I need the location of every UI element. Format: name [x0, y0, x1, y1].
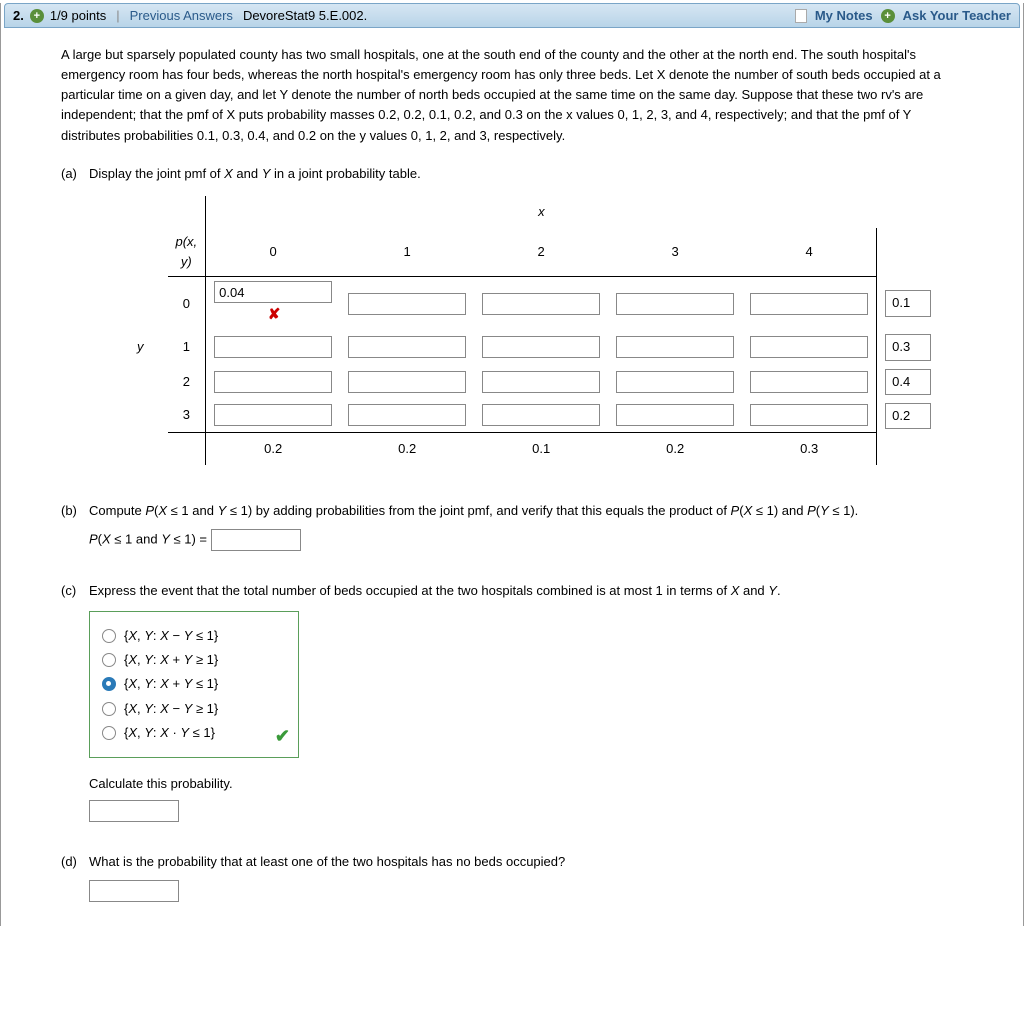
cell-2-3[interactable]	[616, 371, 734, 393]
choice-box: {X, Y: X − Y ≤ 1} {X, Y: X + Y ≥ 1} {X, …	[89, 611, 299, 758]
question-number: 2.	[13, 8, 24, 23]
problem-statement: A large but sparsely populated county ha…	[61, 45, 963, 146]
y-axis-label: y	[129, 330, 152, 364]
correct-check-icon: ✔	[275, 723, 290, 751]
question-header: 2. + 1/9 points | Previous Answers Devor…	[4, 3, 1020, 28]
row-marg-3: 0.2	[885, 403, 931, 429]
choice-1-label: {X, Y: X + Y ≥ 1}	[124, 650, 218, 670]
radio-icon-selected	[102, 677, 116, 691]
joint-pmf-table: x p(x, y) 0 1 2 3 4	[129, 196, 939, 465]
y-row-0: 0	[168, 277, 206, 331]
choice-2-label: {X, Y: X + Y ≤ 1}	[124, 674, 218, 694]
cell-2-2[interactable]	[482, 371, 600, 393]
cell-2-4[interactable]	[750, 371, 868, 393]
cell-3-2[interactable]	[482, 404, 600, 426]
col-marg-0: 0.2	[206, 433, 341, 465]
wrong-icon: ✘	[268, 306, 281, 323]
x-col-3: 3	[608, 228, 742, 277]
part-d-prompt: What is the probability that at least on…	[89, 852, 963, 872]
x-col-2: 2	[474, 228, 608, 277]
my-notes-link[interactable]: My Notes	[815, 8, 873, 23]
row-marg-0: 0.1	[885, 290, 931, 316]
choice-0[interactable]: {X, Y: X − Y ≤ 1}	[102, 626, 286, 646]
choice-3-label: {X, Y: X − Y ≥ 1}	[124, 699, 218, 719]
expand-icon[interactable]: +	[30, 9, 44, 23]
ask-teacher-link[interactable]: Ask Your Teacher	[903, 8, 1011, 23]
cell-1-2[interactable]	[482, 336, 600, 358]
choice-4[interactable]: {X, Y: X · Y ≤ 1}	[102, 723, 286, 743]
row-marg-2: 0.4	[885, 369, 931, 395]
cell-3-3[interactable]	[616, 404, 734, 426]
choice-4-label: {X, Y: X · Y ≤ 1}	[124, 723, 215, 743]
radio-icon	[102, 629, 116, 643]
calc-prob-label: Calculate this probability.	[89, 774, 963, 794]
x-col-4: 4	[742, 228, 877, 277]
col-marg-4: 0.3	[742, 433, 877, 465]
x-axis-label: x	[206, 196, 877, 228]
radio-icon	[102, 726, 116, 740]
cell-2-0[interactable]	[214, 371, 332, 393]
radio-icon	[102, 653, 116, 667]
cell-1-1[interactable]	[348, 336, 466, 358]
y-row-1: 1	[168, 330, 206, 364]
pxy-label: p(x, y)	[168, 228, 206, 277]
part-b-equation: P(X ≤ 1 and Y ≤ 1) =	[89, 529, 963, 551]
part-c-prompt: Express the event that the total number …	[89, 581, 963, 601]
cell-0-0[interactable]	[214, 281, 332, 303]
part-b-label: (b)	[61, 501, 89, 551]
part-a-label: (a)	[61, 164, 89, 465]
cell-3-0[interactable]	[214, 404, 332, 426]
x-col-1: 1	[340, 228, 474, 277]
y-row-2: 2	[168, 365, 206, 399]
radio-icon	[102, 702, 116, 716]
choice-2[interactable]: {X, Y: X + Y ≤ 1}	[102, 674, 286, 694]
points-text: 1/9 points	[50, 8, 106, 23]
cell-3-1[interactable]	[348, 404, 466, 426]
choice-0-label: {X, Y: X − Y ≤ 1}	[124, 626, 218, 646]
notes-icon	[795, 9, 807, 23]
part-b-input[interactable]	[211, 529, 301, 551]
divider: |	[116, 8, 119, 23]
part-a-prompt: Display the joint pmf of X and Y in a jo…	[89, 164, 963, 184]
row-marg-1: 0.3	[885, 334, 931, 360]
cell-1-0[interactable]	[214, 336, 332, 358]
question-source: DevoreStat9 5.E.002.	[243, 8, 367, 23]
previous-answers-link[interactable]: Previous Answers	[130, 8, 233, 23]
col-marg-3: 0.2	[608, 433, 742, 465]
cell-0-3[interactable]	[616, 293, 734, 315]
part-b-prompt: Compute P(X ≤ 1 and Y ≤ 1) by adding pro…	[89, 501, 963, 521]
col-marg-1: 0.2	[340, 433, 474, 465]
cell-1-4[interactable]	[750, 336, 868, 358]
x-col-0: 0	[206, 228, 341, 277]
cell-1-3[interactable]	[616, 336, 734, 358]
cell-0-2[interactable]	[482, 293, 600, 315]
cell-3-4[interactable]	[750, 404, 868, 426]
choice-3[interactable]: {X, Y: X − Y ≥ 1}	[102, 699, 286, 719]
part-c-label: (c)	[61, 581, 89, 822]
choice-1[interactable]: {X, Y: X + Y ≥ 1}	[102, 650, 286, 670]
part-c-input[interactable]	[89, 800, 179, 822]
col-marg-2: 0.1	[474, 433, 608, 465]
cell-2-1[interactable]	[348, 371, 466, 393]
part-d-input[interactable]	[89, 880, 179, 902]
cell-0-1[interactable]	[348, 293, 466, 315]
part-d-label: (d)	[61, 852, 89, 902]
y-row-3: 3	[168, 399, 206, 433]
cell-0-4[interactable]	[750, 293, 868, 315]
plus-icon[interactable]: +	[881, 9, 895, 23]
